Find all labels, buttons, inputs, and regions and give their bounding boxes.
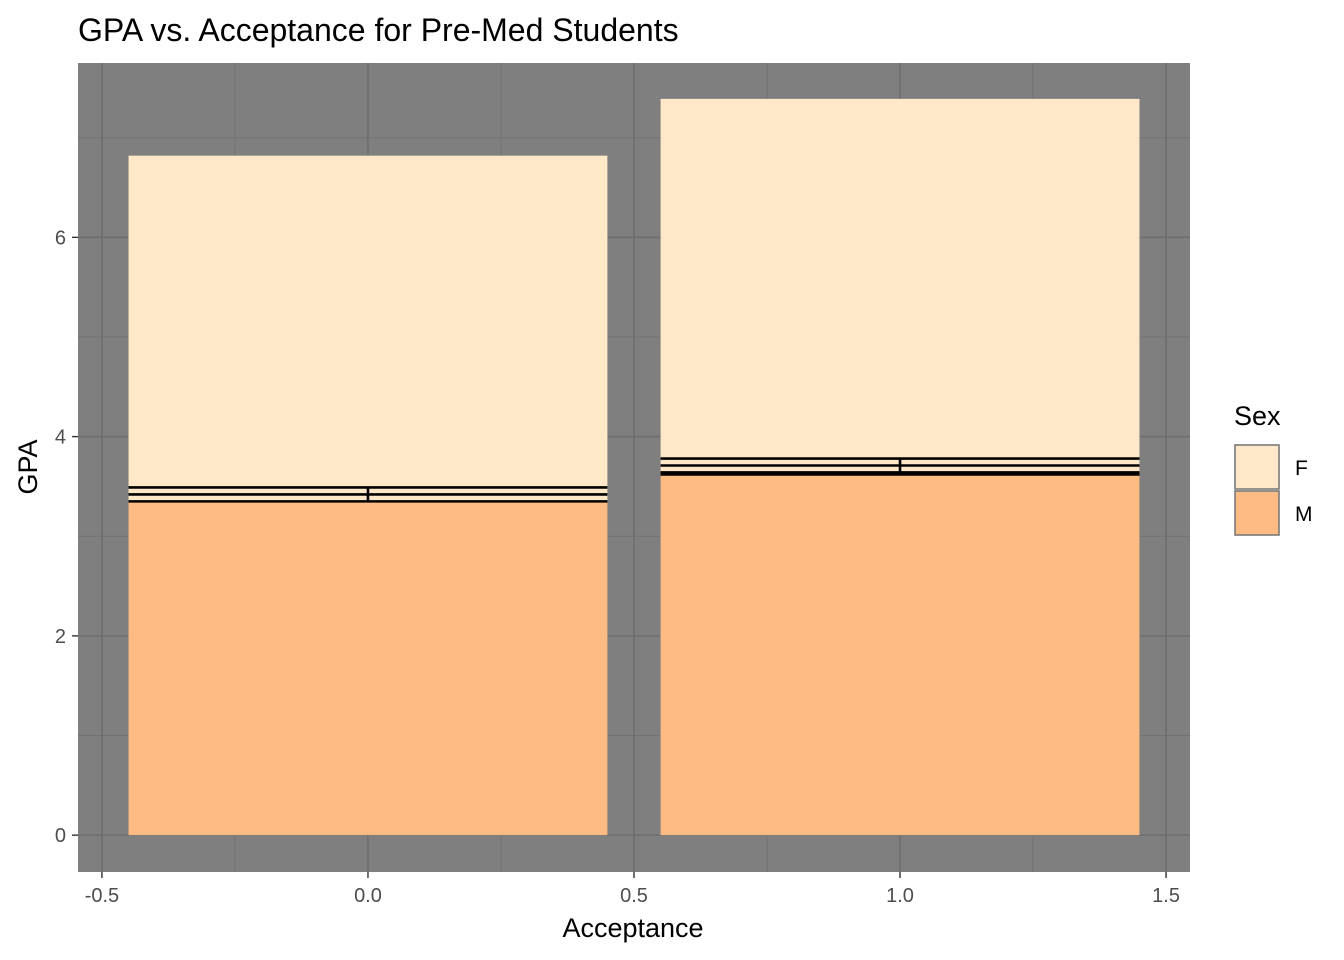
- bar-f-0: [128, 155, 608, 502]
- bar-f-1: [660, 98, 1140, 475]
- bar-m-0: [128, 501, 608, 836]
- y-tick-label: 6: [55, 227, 66, 249]
- x-tick-label: 1.5: [1152, 885, 1180, 907]
- bars: [128, 98, 1140, 836]
- legend-title: Sex: [1234, 401, 1281, 431]
- legend: Sex FM: [1234, 401, 1313, 536]
- y-tick-label: 0: [55, 825, 66, 847]
- chart-title: GPA vs. Acceptance for Pre-Med Students: [78, 12, 679, 48]
- legend-label-f: F: [1295, 457, 1308, 480]
- x-axis: -0.5 0.0 0.5 1.0 1.5: [85, 872, 1180, 907]
- legend-key-m: [1234, 490, 1280, 536]
- y-axis-title: GPA: [13, 439, 43, 494]
- y-tick-label: 4: [55, 427, 66, 449]
- y-tick-label: 2: [55, 626, 66, 648]
- error-bars: [366, 458, 902, 502]
- x-tick-label: 0.0: [354, 885, 382, 907]
- x-tick-label: -0.5: [85, 885, 119, 907]
- legend-label-m: M: [1295, 503, 1313, 526]
- x-tick-label: 1.0: [886, 885, 914, 907]
- x-tick-label: 0.5: [620, 885, 648, 907]
- x-axis-title: Acceptance: [562, 913, 703, 943]
- y-axis: 0 2 4 6: [55, 227, 78, 847]
- bar-m-1: [660, 474, 1140, 836]
- legend-key-f: [1234, 444, 1280, 490]
